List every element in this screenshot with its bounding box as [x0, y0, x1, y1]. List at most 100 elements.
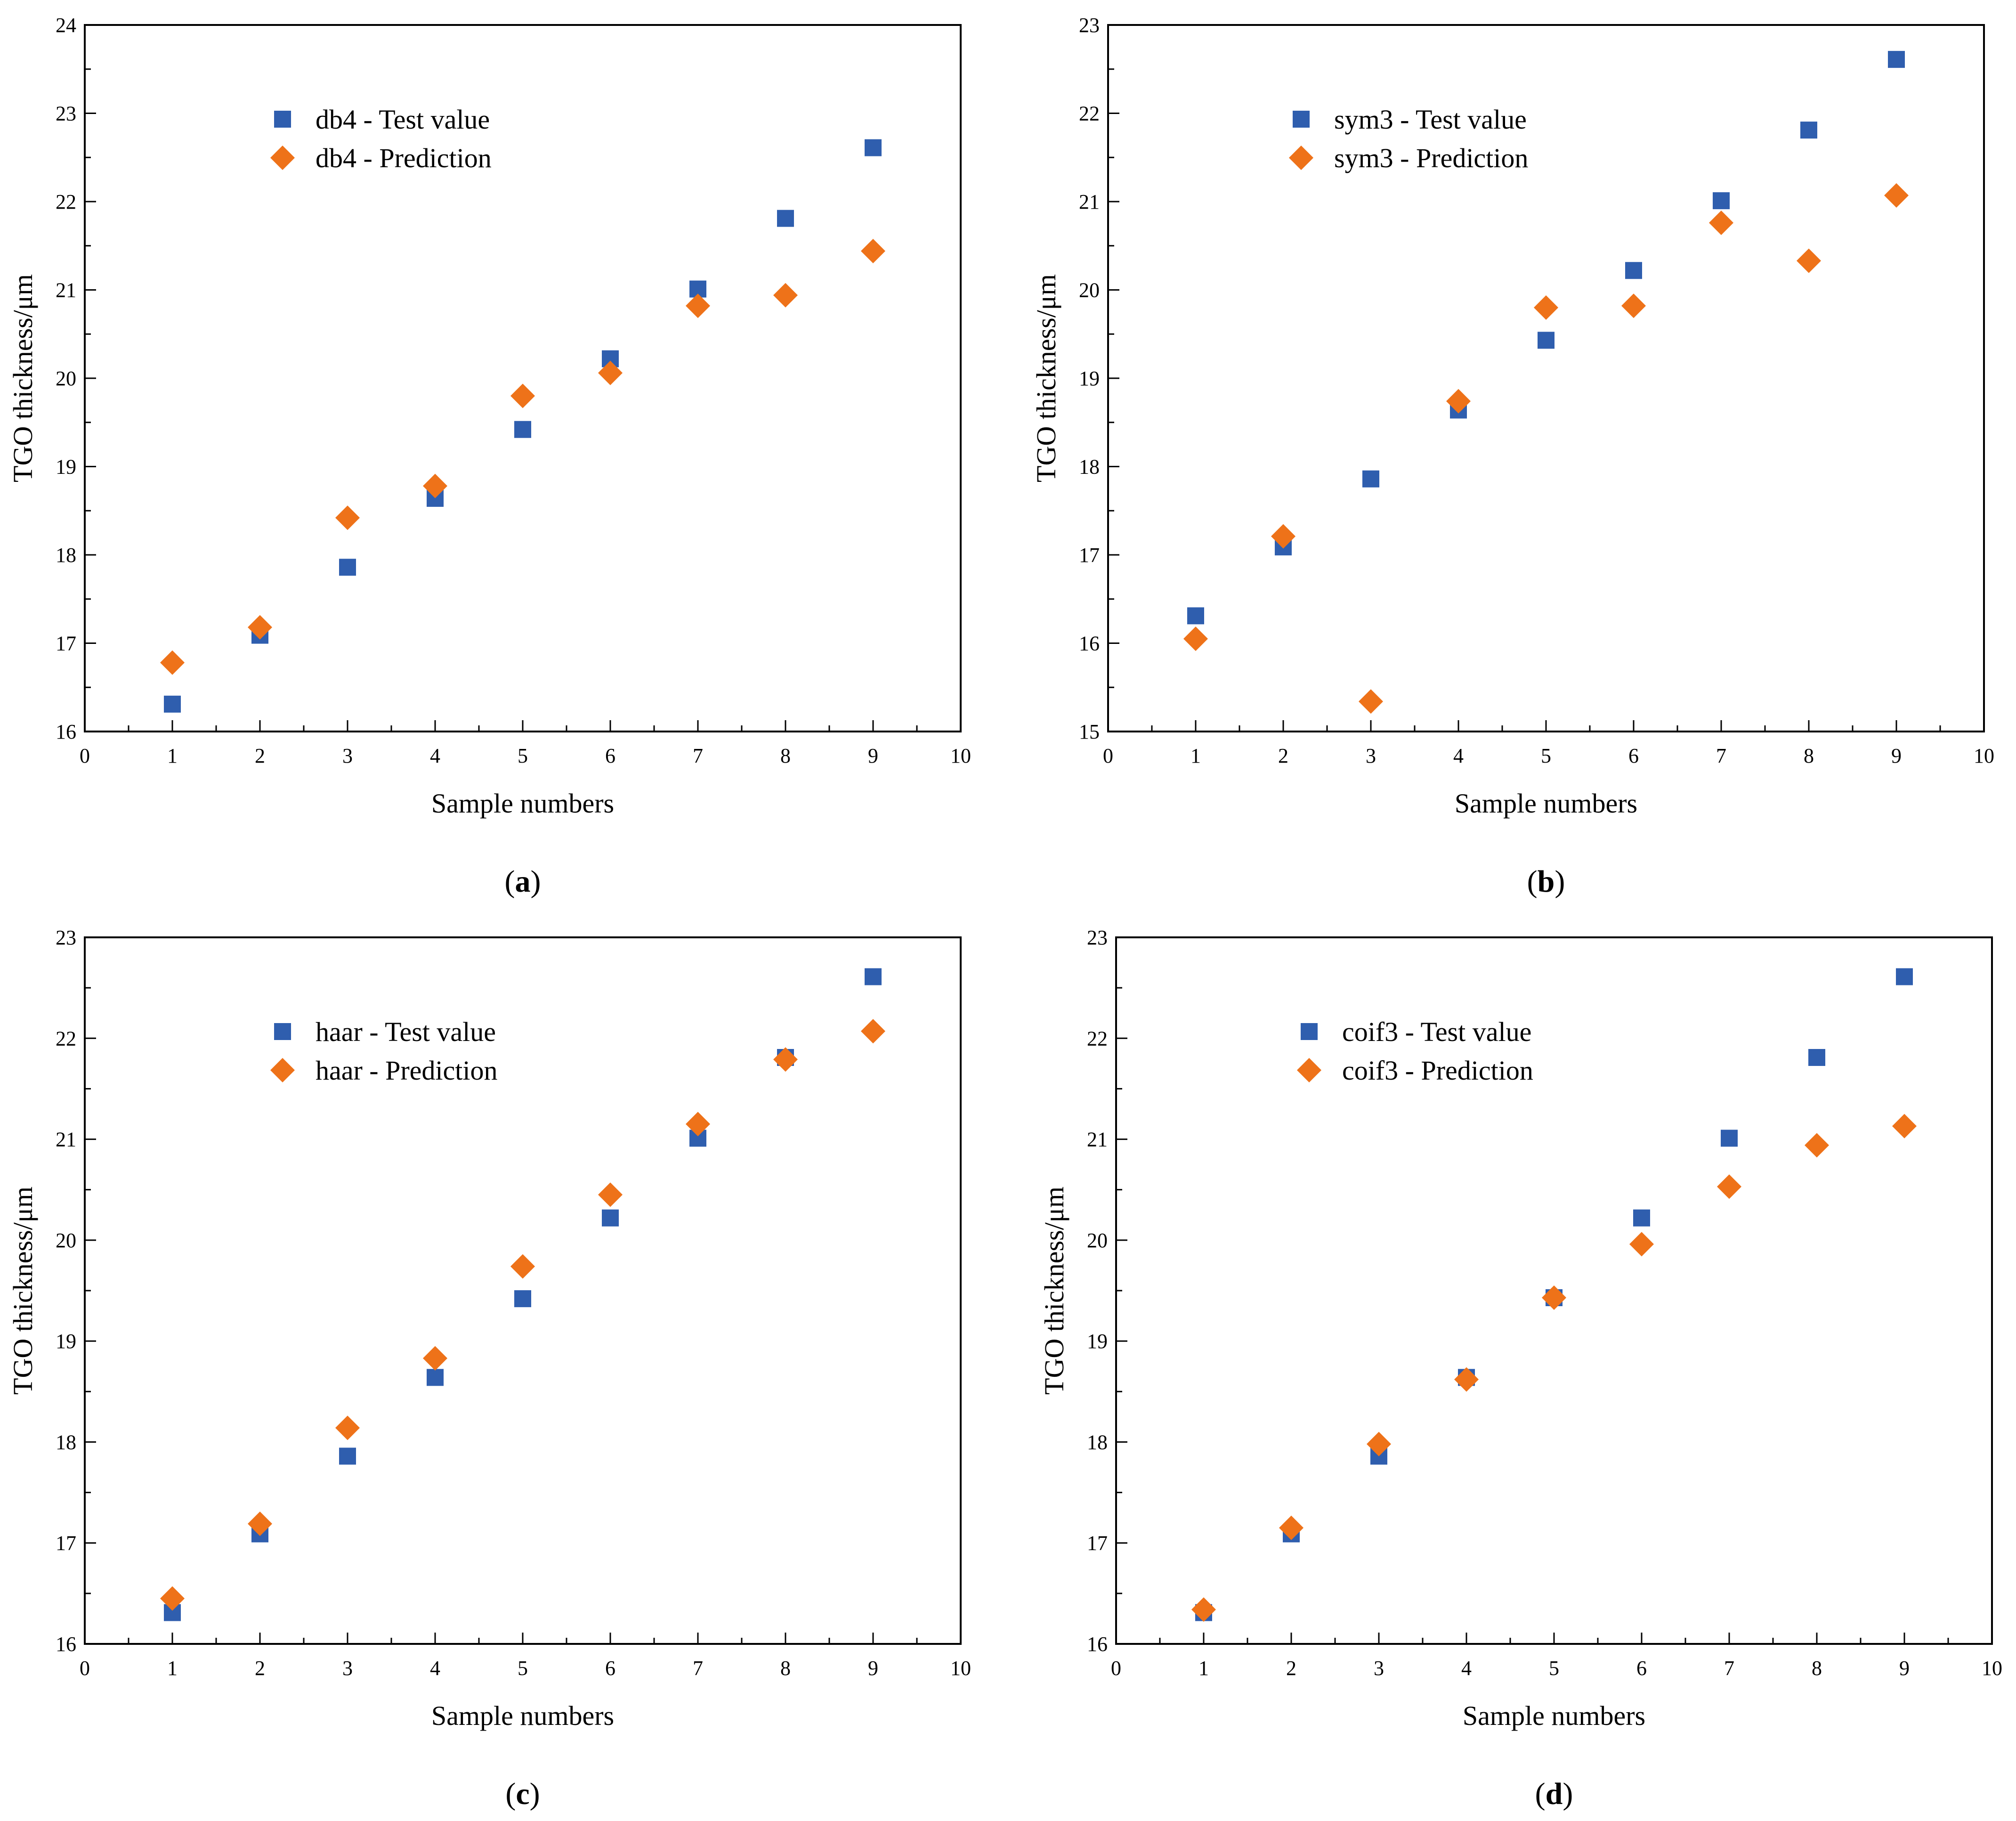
x-tick-label: 10 — [1974, 744, 1994, 767]
x-tick-label: 4 — [430, 1657, 440, 1680]
x-tick-label: 10 — [1982, 1657, 2002, 1680]
prediction-point — [1534, 295, 1558, 320]
panel-caption: (a) — [505, 864, 541, 899]
test-value-point — [1800, 122, 1817, 139]
prediction-point — [1446, 389, 1471, 414]
prediction-point — [160, 650, 185, 675]
test-value-point — [602, 1209, 619, 1227]
panel-caption: (c) — [505, 1777, 540, 1811]
x-tick-label: 7 — [693, 744, 703, 767]
x-tick-label: 1 — [1198, 1657, 1209, 1680]
y-tick-label: 16 — [56, 1633, 76, 1656]
prediction-point — [248, 615, 272, 640]
x-tick-label: 6 — [1636, 1657, 1647, 1680]
prediction-point — [1542, 1285, 1566, 1310]
y-tick-label: 17 — [56, 1532, 76, 1555]
x-tick-label: 4 — [1453, 744, 1464, 767]
y-tick-label: 21 — [1079, 190, 1100, 213]
y-tick-label: 17 — [56, 632, 76, 655]
x-axis-title: Sample numbers — [1463, 1700, 1645, 1731]
prediction-point — [773, 283, 798, 308]
prediction-point — [248, 1512, 272, 1536]
y-axis-title: TGO thickness/μm — [1039, 1187, 1069, 1395]
legend-diamond-icon — [270, 146, 295, 170]
legend-label: db4 - Test value — [316, 104, 490, 135]
prediction-point — [598, 360, 623, 385]
x-tick-label: 1 — [167, 744, 178, 767]
legend-diamond-icon — [1297, 1058, 1321, 1082]
x-tick-label: 0 — [1103, 744, 1113, 767]
y-tick-label: 19 — [56, 455, 76, 479]
panel-letter: b — [1538, 864, 1555, 899]
x-tick-label: 3 — [1374, 1657, 1384, 1680]
prediction-point — [1359, 689, 1383, 714]
test-value-point — [514, 421, 531, 438]
x-tick-label: 0 — [80, 744, 90, 767]
legend-label: sym3 - Test value — [1334, 104, 1527, 135]
x-tick-label: 10 — [950, 1657, 971, 1680]
x-tick-label: 2 — [1278, 744, 1288, 767]
test-value-point — [1721, 1130, 1738, 1147]
legend-diamond-icon — [1289, 146, 1313, 170]
prediction-point — [861, 239, 885, 263]
test-value-point — [865, 968, 882, 985]
y-tick-label: 16 — [56, 720, 76, 743]
test-value-point — [1538, 332, 1555, 349]
prediction-point — [510, 1254, 535, 1279]
y-tick-label: 23 — [56, 102, 76, 125]
x-tick-label: 3 — [342, 744, 353, 767]
x-axis-title: Sample numbers — [431, 1700, 614, 1731]
x-tick-label: 2 — [255, 1657, 265, 1680]
x-tick-label: 8 — [1812, 1657, 1822, 1680]
legend: coif3 - Test value coif3 - Prediction — [1297, 1016, 1533, 1086]
y-tick-label: 20 — [1087, 1229, 1108, 1252]
y-tick-label: 19 — [56, 1330, 76, 1353]
y-tick-label: 19 — [1079, 367, 1100, 390]
legend: sym3 - Test value sym3 - Prediction — [1289, 104, 1528, 173]
y-axis-title: TGO thickness/μm — [8, 1187, 38, 1395]
x-tick-label: 8 — [780, 1657, 791, 1680]
x-tick-label: 2 — [255, 744, 265, 767]
prediction-point — [1183, 626, 1208, 651]
prediction-point — [1717, 1174, 1741, 1199]
prediction-point — [335, 505, 360, 530]
legend-diamond-icon — [270, 1058, 295, 1082]
y-tick-label: 19 — [1087, 1330, 1108, 1353]
y-tick-label: 23 — [1079, 14, 1100, 37]
x-tick-label: 3 — [342, 1657, 353, 1680]
legend: db4 - Test value db4 - Prediction — [270, 104, 492, 173]
prediction-point — [423, 1346, 447, 1371]
x-tick-label: 9 — [868, 1657, 878, 1680]
x-tick-label: 5 — [518, 1657, 528, 1680]
x-tick-label: 10 — [950, 744, 971, 767]
y-tick-label: 20 — [1079, 279, 1100, 302]
prediction-point — [1271, 524, 1295, 549]
prediction-point — [423, 473, 447, 498]
x-tick-label: 1 — [1190, 744, 1201, 767]
x-tick-label: 2 — [1286, 1657, 1296, 1680]
test-value-point — [1713, 192, 1730, 210]
test-value-point — [1625, 262, 1642, 279]
y-tick-label: 22 — [56, 190, 76, 213]
panel-letter: a — [515, 864, 531, 899]
x-tick-label: 9 — [1891, 744, 1902, 767]
x-tick-label: 4 — [430, 744, 440, 767]
prediction-point — [1621, 293, 1646, 318]
y-axis-title: TGO thickness/μm — [8, 274, 38, 482]
x-tick-label: 3 — [1366, 744, 1376, 767]
prediction-point — [1629, 1232, 1654, 1257]
x-tick-label: 6 — [1628, 744, 1639, 767]
legend-label: haar - Prediction — [316, 1055, 498, 1086]
x-tick-label: 9 — [868, 744, 878, 767]
prediction-point — [1884, 183, 1909, 208]
y-tick-label: 18 — [56, 1431, 76, 1454]
panel-caption: (b) — [1527, 864, 1565, 899]
test-value-point — [865, 139, 882, 156]
y-tick-label: 23 — [1087, 926, 1108, 949]
legend-square-icon — [274, 111, 291, 128]
y-tick-label: 21 — [56, 1128, 76, 1151]
x-tick-label: 4 — [1461, 1657, 1472, 1680]
test-value-point — [1808, 1049, 1825, 1066]
prediction-point — [160, 1586, 185, 1611]
